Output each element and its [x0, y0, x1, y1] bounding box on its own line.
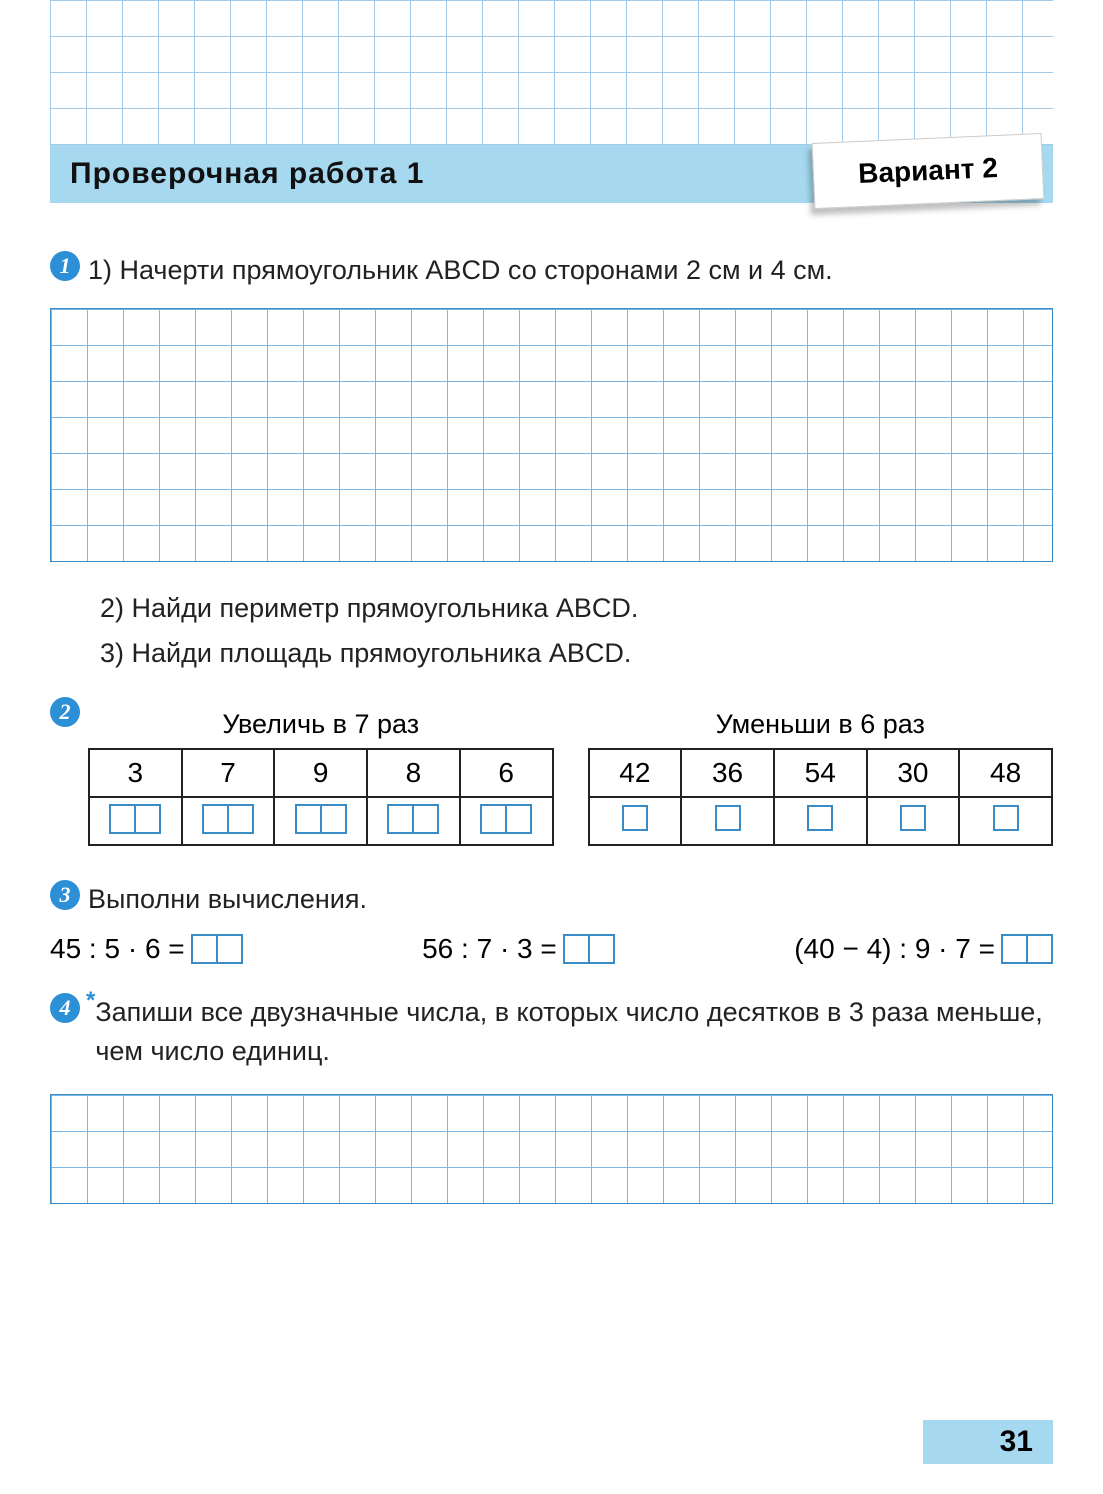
answer-box-2digit[interactable]: [109, 804, 161, 834]
answer-cell[interactable]: [274, 797, 367, 845]
task-1-drawing-grid[interactable]: [50, 308, 1053, 562]
answer-cell[interactable]: [182, 797, 275, 845]
task-1-part-3: 3) Найди площадь прямоугольника ABCD.: [100, 633, 1053, 674]
task-1-part-2: 2) Найди периметр прямоугольника ABCD.: [100, 588, 1053, 629]
answer-box-2digit[interactable]: [191, 934, 243, 964]
worksheet-title: Проверочная работа 1: [70, 157, 424, 191]
table-row: 3 7 9 8 6: [89, 749, 553, 797]
task-1: 1 1) Начерти прямоугольник ABCD со сторо…: [50, 251, 1053, 290]
answer-box-1digit[interactable]: [993, 805, 1019, 831]
task-3: 3 Выполни вычисления.: [50, 880, 1053, 919]
task-2-left-title: Увеличь в 7 раз: [88, 709, 554, 740]
answer-box-2digit[interactable]: [295, 804, 347, 834]
task-4: 4* Запиши все двузначные числа, в которы…: [50, 993, 1053, 1071]
answer-cell[interactable]: [460, 797, 553, 845]
task-number-4: 4: [50, 993, 80, 1023]
task-2-right-table: 42 36 54 30 48: [588, 748, 1054, 846]
table-row: 42 36 54 30 48: [589, 749, 1053, 797]
answer-box-2digit[interactable]: [480, 804, 532, 834]
answer-cell[interactable]: [867, 797, 960, 845]
task-3-equations: 45 : 5 · 6 = 56 : 7 · 3 = (40 − 4) : 9 ·…: [50, 933, 1053, 965]
task-2-left-table: 3 7 9 8 6: [88, 748, 554, 846]
star-icon: *: [86, 987, 95, 1014]
table-cell: 36: [681, 749, 774, 797]
task-4-answer-grid[interactable]: [50, 1094, 1053, 1204]
answer-cell[interactable]: [959, 797, 1052, 845]
content-area: 1 1) Начерти прямоугольник ABCD со сторо…: [50, 235, 1053, 1204]
answer-box-2digit[interactable]: [1001, 934, 1053, 964]
variant-label: Вариант 2: [858, 152, 999, 190]
task-2-right-title: Уменьши в 6 раз: [588, 709, 1054, 740]
task-4-text: Запиши все двузначные числа, в которых ч…: [95, 993, 1053, 1071]
task-2-body: Увеличь в 7 раз 3 7 9 8 6: [88, 695, 1053, 846]
variant-tag: Вариант 2: [812, 133, 1045, 209]
answer-cell[interactable]: [681, 797, 774, 845]
equation-2: 56 : 7 · 3 =: [422, 933, 615, 965]
answer-box-2digit[interactable]: [563, 934, 615, 964]
task-1-p1-text: 1) Начерти прямоугольник ABCD со сторона…: [88, 255, 833, 285]
equation-3: (40 − 4) : 9 · 7 =: [794, 933, 1053, 965]
worksheet-page: Проверочная работа 1 Вариант 2 1 1) Наче…: [0, 0, 1103, 1494]
task-number-1: 1: [50, 251, 80, 281]
equation-expr: 45 : 5 · 6 =: [50, 933, 185, 965]
task-number-3: 3: [50, 880, 80, 910]
table-cell: 9: [274, 749, 367, 797]
answer-box-1digit[interactable]: [715, 805, 741, 831]
task-3-instruction: Выполни вычисления.: [88, 880, 1053, 919]
answer-box-2digit[interactable]: [202, 804, 254, 834]
task-2: 2 Увеличь в 7 раз 3 7 9 8 6: [50, 695, 1053, 846]
task-number-4-wrap: 4*: [50, 993, 95, 1023]
table-row: [589, 797, 1053, 845]
table-cell: 3: [89, 749, 182, 797]
table-cell: 7: [182, 749, 275, 797]
task-1-part-1: 1) Начерти прямоугольник ABCD со сторона…: [88, 251, 1053, 290]
table-cell: 8: [367, 749, 460, 797]
equation-expr: (40 − 4) : 9 · 7 =: [794, 933, 995, 965]
table-cell: 6: [460, 749, 553, 797]
answer-cell[interactable]: [589, 797, 682, 845]
answer-cell[interactable]: [89, 797, 182, 845]
answer-box-1digit[interactable]: [807, 805, 833, 831]
task-2-left-group: Увеличь в 7 раз 3 7 9 8 6: [88, 709, 554, 846]
table-cell: 48: [959, 749, 1052, 797]
table-cell: 30: [867, 749, 960, 797]
table-cell: 54: [774, 749, 867, 797]
table-cell: 42: [589, 749, 682, 797]
equation-expr: 56 : 7 · 3 =: [422, 933, 557, 965]
table-row: [89, 797, 553, 845]
page-number-tab: 31: [923, 1420, 1053, 1464]
task-2-right-group: Уменьши в 6 раз 42 36 54 30 48: [588, 709, 1054, 846]
top-decorative-grid: [50, 0, 1053, 145]
answer-cell[interactable]: [367, 797, 460, 845]
answer-cell[interactable]: [774, 797, 867, 845]
answer-box-1digit[interactable]: [622, 805, 648, 831]
equation-1: 45 : 5 · 6 =: [50, 933, 243, 965]
page-number: 31: [1000, 1425, 1033, 1459]
answer-box-2digit[interactable]: [387, 804, 439, 834]
task-number-2: 2: [50, 697, 80, 727]
answer-box-1digit[interactable]: [900, 805, 926, 831]
